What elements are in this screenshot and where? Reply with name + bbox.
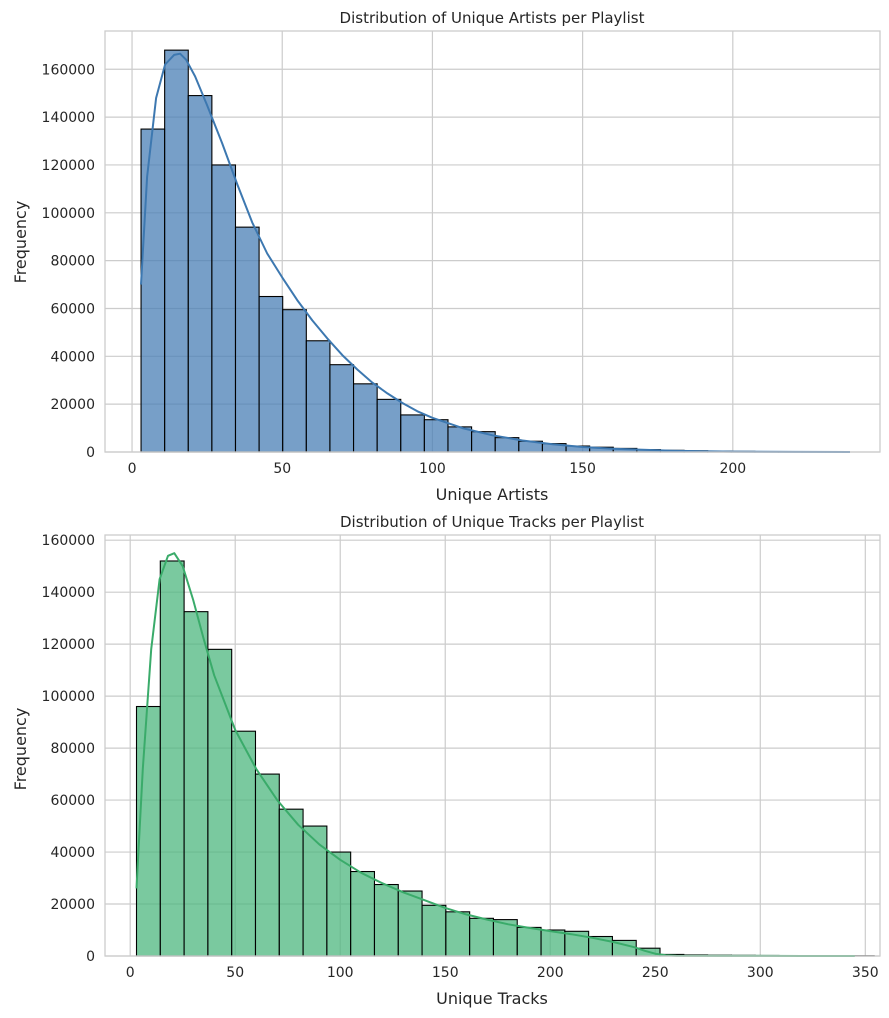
axes-frame [104,534,881,957]
y-tick-label: 100000 [42,689,95,705]
x-axis-label: Unique Tracks [436,989,548,1008]
x-tick-label: 150 [569,461,596,477]
y-tick-label: 20000 [50,897,95,913]
y-tick-label: 140000 [42,585,95,601]
x-tick-label: 200 [719,461,746,477]
y-tick-label: 20000 [50,397,95,413]
histogram-bar [140,128,166,453]
y-tick-label: 60000 [50,301,95,317]
y-tick-label: 0 [86,445,95,461]
chart-title: Distribution of Unique Tracks per Playli… [340,513,644,531]
histogram-bar [376,398,402,453]
axes-frame [104,30,881,453]
histogram-bar [423,419,449,453]
x-axis-label: Unique Artists [436,485,549,504]
histogram-bar [159,560,185,957]
histogram-bar [326,851,352,957]
x-tick-label: 150 [432,965,459,981]
histogram-bar [329,364,355,453]
histogram-bar [183,611,209,957]
histogram-bar [400,414,425,453]
kde-line [140,52,851,453]
y-tick-label: 0 [86,949,95,965]
histogram-bar [187,95,213,453]
histogram-bar [278,808,304,957]
histogram-bar [234,226,260,453]
y-axis-label: Frequency [11,708,30,791]
y-tick-label: 40000 [50,845,95,861]
y-tick-label: 100000 [42,206,95,222]
x-tick-label: 100 [419,461,446,477]
histogram-bar [258,295,284,453]
y-tick-label: 160000 [42,62,95,78]
histogram-bar [421,904,447,957]
y-axis-label: Frequency [11,201,30,284]
histogram-bar [516,926,542,957]
y-tick-label: 160000 [42,533,95,549]
histogram-bar [302,825,328,957]
x-tick-label: 50 [226,965,244,981]
chart-unique-artists: Distribution of Unique Artists per Playl… [11,9,881,504]
histogram-bar [447,426,473,453]
histogram-bar [207,648,233,957]
y-tick-label: 120000 [42,637,95,653]
histogram-bar [282,309,307,453]
y-tick-label: 80000 [50,741,95,757]
histogram-bar [469,917,494,957]
histogram-bar [211,164,237,453]
histogram-bar [254,773,280,957]
y-tick-label: 120000 [42,158,95,174]
x-tick-label: 0 [128,461,137,477]
histogram-bar [305,340,331,453]
chart-unique-tracks: Distribution of Unique Tracks per Playli… [11,513,881,1008]
histogram-bar [540,929,566,957]
y-tick-label: 80000 [50,254,95,270]
y-tick-label: 140000 [42,110,95,126]
histogram-bar [445,911,471,957]
y-tick-label: 60000 [50,793,95,809]
x-tick-label: 350 [852,965,879,981]
histogram-bar [397,890,423,957]
histogram-bar [164,49,189,453]
kde-line [135,552,855,957]
x-tick-label: 250 [642,965,669,981]
histogram-bar [231,730,257,957]
y-tick-label: 40000 [50,349,95,365]
histogram-bar [352,383,378,453]
histogram-bar [373,883,399,957]
x-tick-label: 300 [747,965,774,981]
x-tick-label: 0 [126,965,135,981]
x-tick-label: 50 [273,461,291,477]
chart-title: Distribution of Unique Artists per Playl… [340,9,645,27]
histogram-bar [350,870,376,957]
x-tick-label: 200 [537,965,564,981]
x-tick-label: 100 [327,965,354,981]
